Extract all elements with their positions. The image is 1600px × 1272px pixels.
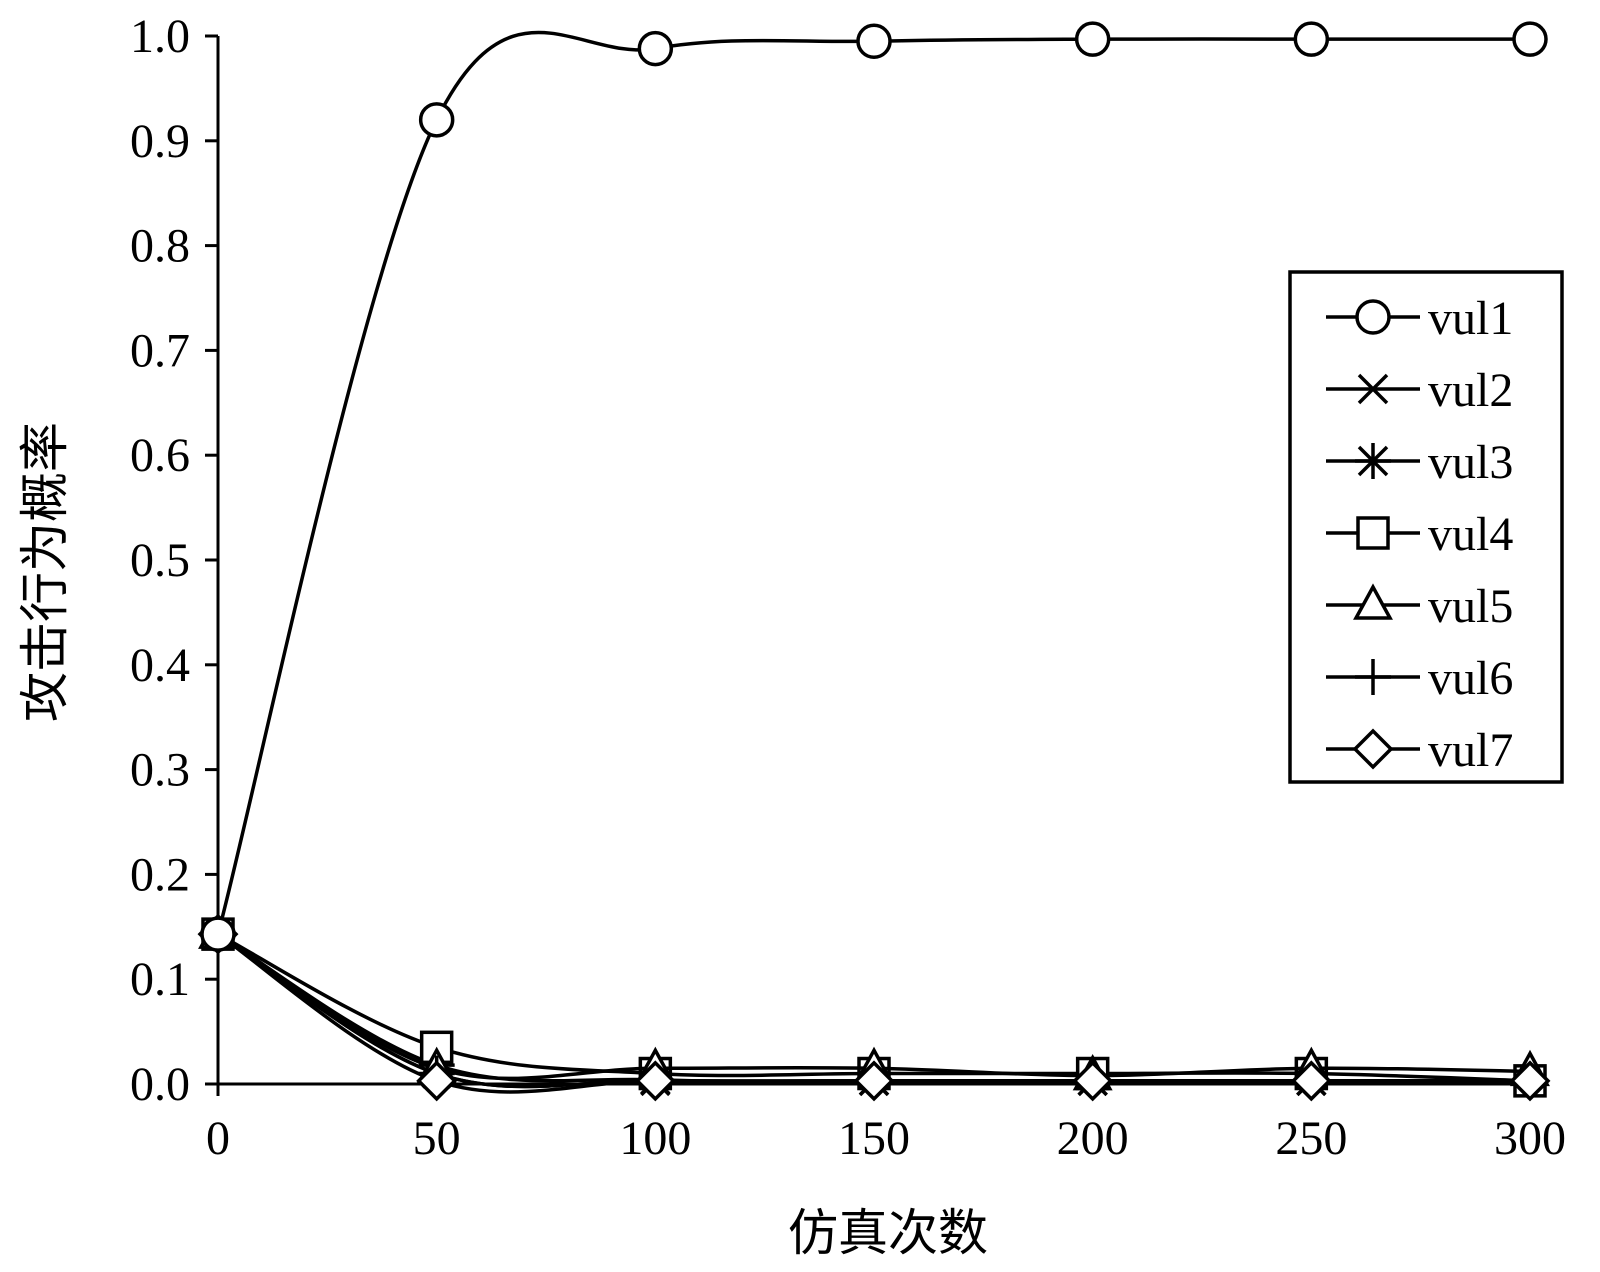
legend-marker-square	[1356, 516, 1390, 550]
x-tick-label: 200	[1057, 1112, 1129, 1165]
series-line-vul1	[216, 30, 1530, 935]
y-tick-label: 0.2	[130, 848, 190, 901]
legend-label: vul4	[1428, 508, 1513, 561]
series-vul7	[197, 913, 1551, 1102]
legend-item-vul6: vul6	[1326, 652, 1513, 705]
legend-label: vul7	[1428, 724, 1513, 777]
y-tick-label: 0.7	[130, 324, 190, 377]
legend-marker-plus	[1355, 659, 1391, 695]
axes: 0 50 100 150 200 250 300 0.0 0.1 0.2 0.3 0.4 0.5 0.6 0…	[130, 10, 1566, 1165]
legend-label: vul3	[1428, 436, 1513, 489]
legend-label: vul2	[1428, 364, 1513, 417]
legend-item-vul7: vul7	[1326, 724, 1513, 777]
x-tick-label: 150	[838, 1112, 910, 1165]
data-point-vul7	[853, 1060, 895, 1102]
x-tick-label: 250	[1275, 1112, 1347, 1165]
data-point-vul7	[634, 1060, 676, 1102]
data-point-vul7	[416, 1060, 458, 1102]
data-point-vul1	[1293, 21, 1330, 57]
legend-box	[1288, 270, 1564, 784]
legend-item-vul2: vul2	[1326, 364, 1513, 417]
legend-label: vul6	[1428, 652, 1513, 705]
data-point-vul1	[1512, 21, 1548, 57]
y-tick-label: 0.0	[130, 1058, 190, 1111]
data-point-vul1	[418, 102, 455, 138]
y-tick-label: 0.8	[130, 220, 190, 273]
y-tick-label: 0.1	[130, 953, 190, 1006]
data-point-vul1	[637, 30, 674, 67]
legend-item-vul1: vul1	[1326, 292, 1513, 345]
legend-item-vul3: vul3	[1326, 436, 1513, 489]
y-tick-label: 0.5	[130, 534, 190, 587]
data-point-vul7	[1509, 1060, 1551, 1102]
y-tick-label: 0.4	[130, 639, 190, 692]
y-axis-title: 攻击行为概率	[16, 422, 74, 722]
x-tick-label: 50	[413, 1112, 461, 1165]
series-layer	[197, 21, 1551, 1102]
legend-label: vul5	[1428, 580, 1513, 633]
legend-marker-triangle	[1353, 583, 1393, 620]
data-point-vul1	[200, 916, 236, 952]
data-point-vul1	[1074, 21, 1111, 57]
legend: vul1 vul2 vul3 vul4 vul5 vul6 vul7	[1288, 270, 1564, 784]
data-point-vul7	[1072, 1060, 1114, 1102]
legend-label: vul1	[1428, 292, 1513, 345]
legend-marker-circle	[1355, 299, 1391, 335]
y-tick-label: 0.3	[130, 744, 190, 797]
data-point-vul1	[856, 23, 892, 59]
data-point-vul7	[1290, 1060, 1332, 1102]
x-tick-label: 0	[206, 1112, 230, 1165]
series-vul1	[200, 21, 1548, 952]
legend-item-vul5: vul5	[1326, 580, 1513, 633]
y-tick-label: 0.9	[130, 115, 190, 168]
legend-marker-diamond	[1352, 728, 1394, 770]
x-axis-title: 仿真次数	[788, 1204, 988, 1262]
x-tick-label: 100	[619, 1112, 691, 1165]
y-tick-label: 0.6	[130, 429, 190, 482]
y-tick-label: 1.0	[130, 10, 190, 63]
legend-marker-x	[1357, 373, 1389, 405]
x-tick-label: 300	[1494, 1112, 1566, 1165]
legend-marker-asterisk	[1355, 443, 1391, 479]
legend-item-vul4: vul4	[1326, 508, 1513, 561]
